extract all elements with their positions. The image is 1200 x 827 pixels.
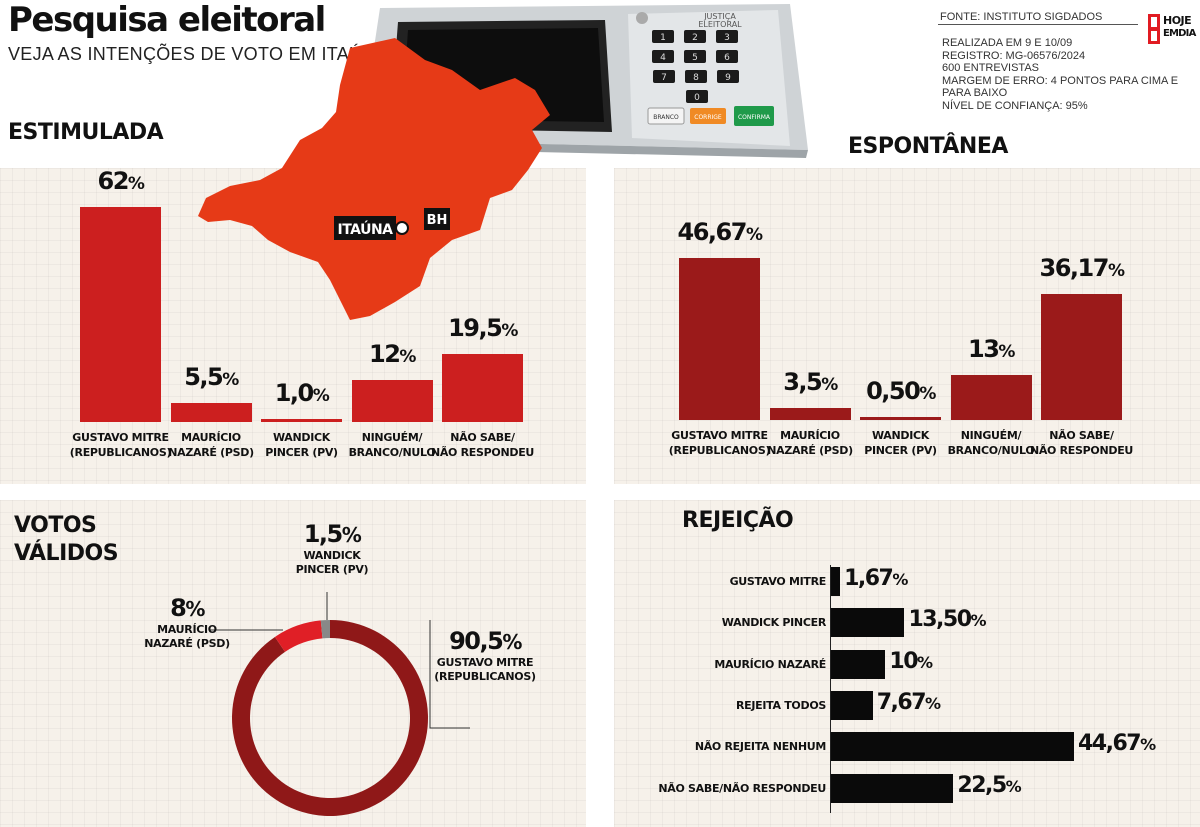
value-unit: % [341, 523, 362, 547]
rejeicao-panel [614, 500, 1200, 827]
key [652, 30, 674, 43]
key-label: 4 [660, 53, 666, 63]
branco-key [647, 107, 685, 125]
key-label: 6 [724, 53, 730, 63]
logo-mark-notch [1151, 17, 1157, 27]
logo-text-bottom: EMDIA [1163, 28, 1196, 39]
key-label: 5 [692, 53, 698, 63]
votos-validos-title-line: VÁLIDOS [14, 541, 119, 566]
urn-label-2: ELEITORAL [698, 20, 742, 29]
key [653, 70, 675, 83]
state-shape [198, 38, 550, 320]
city-tag [334, 216, 396, 240]
votos-validos-title: VOTOS VÁLIDOS [14, 512, 119, 568]
key-label: 1 [660, 33, 666, 43]
meta-line: 600 ENTREVISTAS [942, 62, 1039, 74]
rejeicao-title: REJEIÇÃO [682, 508, 794, 533]
slice-name: PINCER (PV) [295, 563, 369, 576]
key-labels: 1 2 3 4 5 6 7 8 9 0 [660, 33, 731, 103]
logo-mark-notch [1151, 31, 1157, 41]
page-subtitle: VEJA AS INTENÇÕES DE VOTO EM ITAÚNA [8, 44, 388, 64]
donut-slice [274, 620, 323, 652]
slice-value: 90,5% [430, 627, 540, 656]
donut-slice [231, 620, 428, 816]
votos-validos-panel [0, 500, 586, 827]
key-label: 3 [724, 33, 730, 43]
key-label: 7 [661, 73, 667, 83]
key [652, 30, 739, 103]
slice-value: 1,5% [277, 520, 387, 549]
espontanea-title: ESPONTÂNEA [848, 134, 1008, 159]
corrige-key-label: CORRIGE [694, 114, 722, 121]
key [716, 30, 738, 43]
key [685, 70, 707, 83]
city-label: ITAÚNA [338, 220, 394, 238]
espontanea-panel [614, 168, 1200, 484]
key [716, 50, 738, 63]
key [717, 70, 739, 83]
donut-slice [320, 620, 330, 639]
confirma-key [734, 106, 774, 126]
confirma-key-label: CONFIRMA [738, 114, 771, 121]
key [684, 50, 706, 63]
capital-label: BH [427, 213, 448, 228]
corrige-key [690, 108, 726, 124]
slice-name: (REPUBLICANOS) [434, 670, 536, 683]
capital-tag [424, 208, 450, 230]
key [684, 30, 706, 43]
meta-line: NÍVEL DE CONFIANÇA: 95% [942, 99, 1088, 112]
branco-key-label: BRANCO [653, 114, 679, 121]
key [686, 90, 708, 103]
slice-name: GUSTAVO MITRE [436, 656, 534, 669]
slice-value: 8% [132, 594, 242, 623]
key-label: 0 [694, 93, 700, 103]
slice-name: WANDICK [303, 549, 361, 562]
urn-label-1: JUSTIÇA [703, 12, 736, 21]
value-number: 1,5 [303, 520, 344, 548]
estimulada-title: ESTIMULADA [8, 120, 164, 145]
slice-label: 1,5% WANDICK PINCER (PV) [277, 520, 387, 577]
logo-text-top: HOJE [1163, 14, 1192, 27]
urn-emblem [636, 12, 648, 24]
key-label: 8 [693, 73, 699, 83]
votos-validos-donut [210, 592, 470, 816]
slice-name: MAURÍCIO [157, 623, 217, 636]
key-label: 9 [725, 73, 731, 83]
votos-validos-title-line: VOTOS [14, 513, 97, 538]
slice-label: 90,5% GUSTAVO MITRE (REPUBLICANOS) [430, 627, 540, 684]
key-label: 2 [692, 33, 698, 43]
value-number: 8 [170, 594, 187, 622]
value-unit: % [502, 630, 522, 654]
city-marker [395, 221, 409, 235]
slice-name: NAZARÉ (PSD) [144, 637, 230, 650]
hoje-em-dia-logo: HOJE EMDIA [1148, 14, 1196, 44]
minas-gerais-map: BH ITAÚNA [198, 38, 550, 320]
meta-line: REGISTRO: MG-06576/2024 [942, 49, 1086, 62]
key [652, 50, 674, 63]
leader-line [429, 620, 470, 729]
slice-label: 8% MAURÍCIO NAZARÉ (PSD) [132, 594, 242, 651]
value-number: 90,5 [449, 627, 504, 655]
value-unit: % [185, 597, 205, 621]
source-line [938, 24, 1138, 25]
votos-validos-labels: 90,5% GUSTAVO MITRE (REPUBLICANOS) 8% MAURÍC… [0, 0, 536, 683]
meta-line: REALIZADA EM 9 E 10/09 [942, 37, 1073, 49]
source-label: FONTE: INSTITUTO SIGDADOS [940, 11, 1103, 23]
survey-meta: REALIZADA EM 9 E 10/09 REGISTRO: MG-0657… [942, 37, 1200, 112]
page-title: Pesquisa eleitoral [8, 0, 326, 40]
meta-line: MARGEM DE ERRO: 4 PONTOS PARA CIMA E PAR… [942, 74, 1179, 100]
